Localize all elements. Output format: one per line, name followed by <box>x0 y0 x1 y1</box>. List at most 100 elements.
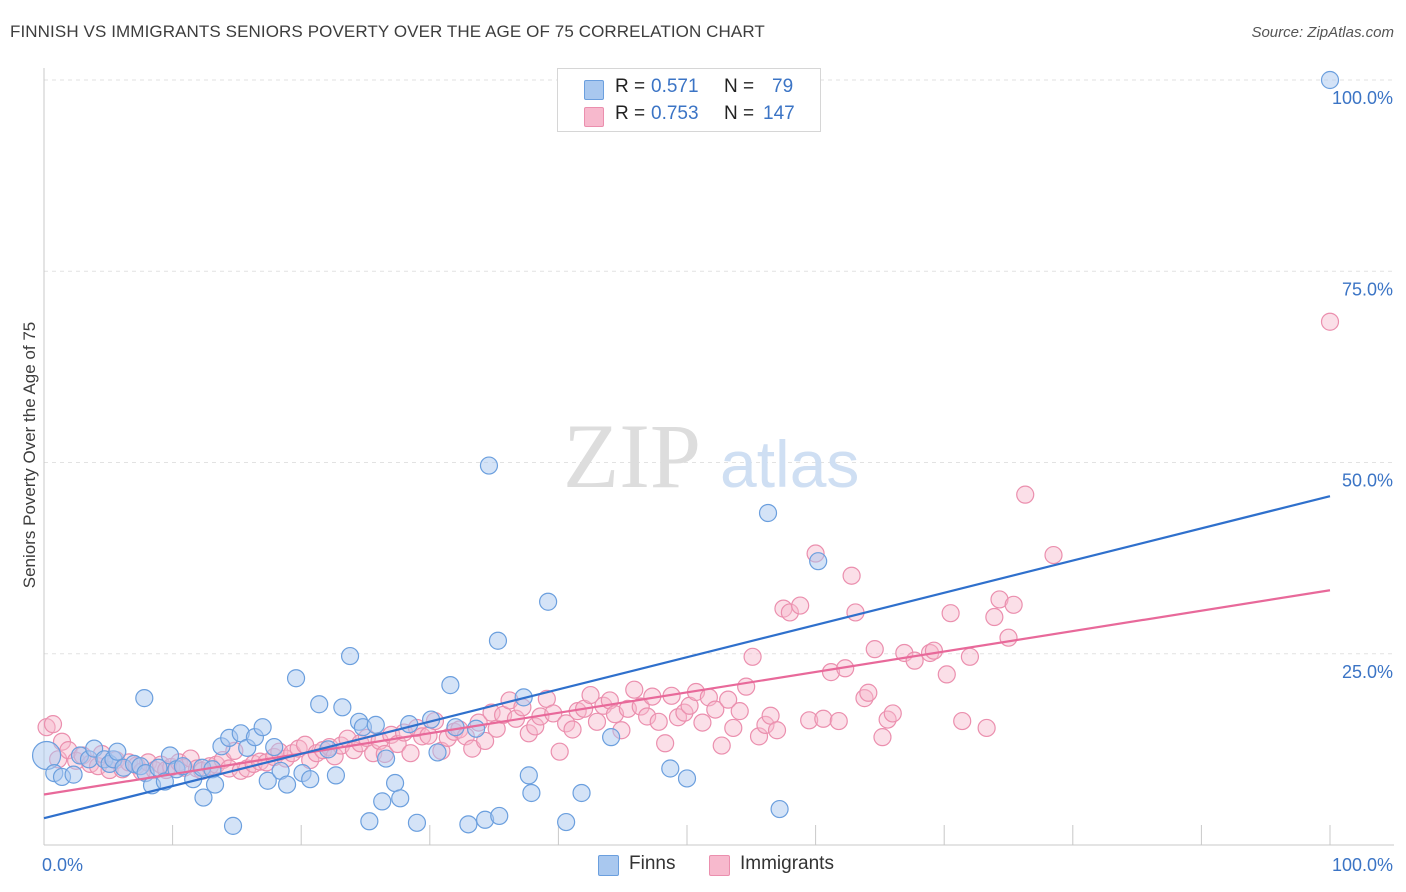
immigrants-point <box>865 640 884 659</box>
immigrants-point <box>953 711 972 731</box>
finns-point <box>376 749 396 768</box>
immigrants-point <box>814 709 833 728</box>
trend-lines <box>43 495 1331 820</box>
chart-title: FINNISH VS IMMIGRANTS SENIORS POVERTY OV… <box>10 22 765 41</box>
finns-point <box>407 813 427 832</box>
immigrants-legend-label: Immigrants <box>740 853 834 874</box>
finns-point <box>557 812 576 832</box>
immigrants-point <box>737 677 756 696</box>
immigrants-point <box>990 590 1009 609</box>
immigrants-point <box>563 720 582 739</box>
immigrants-point <box>43 715 63 734</box>
finns-point <box>373 792 392 811</box>
immigrants-point <box>1320 312 1340 331</box>
finns-swatch <box>584 80 604 100</box>
finns-point <box>194 788 213 807</box>
finns-point <box>258 771 277 790</box>
finns-point <box>428 743 447 762</box>
immigrants-point <box>625 680 644 699</box>
finns-point <box>310 695 329 714</box>
finns-point <box>661 759 680 778</box>
finns-point <box>677 769 697 788</box>
source-label: Source: ZipAtlas.com <box>1251 24 1394 41</box>
immigrants-swatch <box>584 107 604 127</box>
finns-point <box>391 789 410 808</box>
immigrants-point <box>730 702 749 721</box>
finns-point <box>572 783 591 803</box>
immigrants-legend-swatch <box>709 855 730 876</box>
immigrants-point <box>712 736 731 755</box>
immigrants-point <box>581 685 600 705</box>
x-tick-label: 100.0% <box>1332 855 1393 875</box>
immigrants-point <box>829 711 848 731</box>
finns-point <box>466 719 486 738</box>
finns-point <box>385 773 405 793</box>
finns-point <box>770 799 789 819</box>
finns-point <box>602 728 621 747</box>
immigrants-point <box>791 596 810 615</box>
stats-legend: R = 0.571 N = 79 R = 0.753 N = 147 <box>557 68 821 132</box>
immigrants-point <box>719 690 738 709</box>
immigrants-point <box>638 707 657 726</box>
r-label: R = <box>615 76 646 97</box>
immigrants-point <box>631 697 650 716</box>
n-label: N = <box>724 76 755 97</box>
series-legend: Finns Immigrants <box>0 852 1406 878</box>
immigrants-point <box>693 713 712 732</box>
immigrants-point <box>767 721 787 740</box>
immigrants-point <box>519 724 538 743</box>
finns-legend-label: Finns <box>629 853 676 874</box>
axes <box>43 68 1394 846</box>
immigrants-point <box>873 728 892 747</box>
r-value: 0.571 <box>651 76 699 97</box>
immigrants-point <box>960 647 980 666</box>
finns-point <box>360 812 379 831</box>
n-value: 79 <box>772 76 794 97</box>
finns-point <box>277 775 297 794</box>
finns-point <box>64 765 83 784</box>
immigrants-point <box>859 683 878 702</box>
immigrants-point <box>668 708 688 727</box>
n-label: N = <box>724 103 755 124</box>
finns-point <box>223 816 243 835</box>
finns-point <box>366 715 385 734</box>
immigrants-point <box>587 712 607 731</box>
finns-point <box>400 715 419 734</box>
finns-point <box>809 552 828 571</box>
finns-point <box>519 766 538 785</box>
finns-point <box>758 503 778 523</box>
x-tick-label: 0.0% <box>42 855 83 875</box>
immigrants-point <box>999 628 1018 647</box>
immigrants-point <box>924 641 944 660</box>
immigrants-point <box>1016 485 1035 504</box>
immigrants-point <box>985 607 1004 627</box>
immigrants-point <box>842 566 861 585</box>
immigrants-point <box>706 700 725 719</box>
immigrants-point <box>482 703 501 722</box>
immigrants-point <box>780 603 799 622</box>
finns-point <box>522 783 541 803</box>
immigrants-point <box>649 712 668 731</box>
finns-point <box>488 631 508 650</box>
immigrants-point <box>977 718 996 738</box>
watermark: ZIP atlas <box>563 405 859 507</box>
immigrants-point <box>937 665 956 684</box>
finns-trend-line <box>43 495 1331 820</box>
watermark-zip: ZIP <box>563 405 701 507</box>
immigrants-point <box>749 727 769 746</box>
finns-point <box>301 770 320 789</box>
y-tick-label: 25.0% <box>1342 662 1393 682</box>
finns-point <box>340 646 360 666</box>
finns-point <box>459 815 478 834</box>
finns-point <box>333 698 352 717</box>
immigrants-point <box>656 734 675 753</box>
finns-point <box>479 456 499 475</box>
finns-point <box>539 592 558 611</box>
finns-point <box>265 737 284 757</box>
immigrants-points <box>37 312 1340 781</box>
immigrants-point <box>800 711 819 730</box>
immigrants-trend-line <box>43 589 1331 796</box>
finns-point <box>205 775 225 794</box>
immigrants-point <box>883 704 902 723</box>
